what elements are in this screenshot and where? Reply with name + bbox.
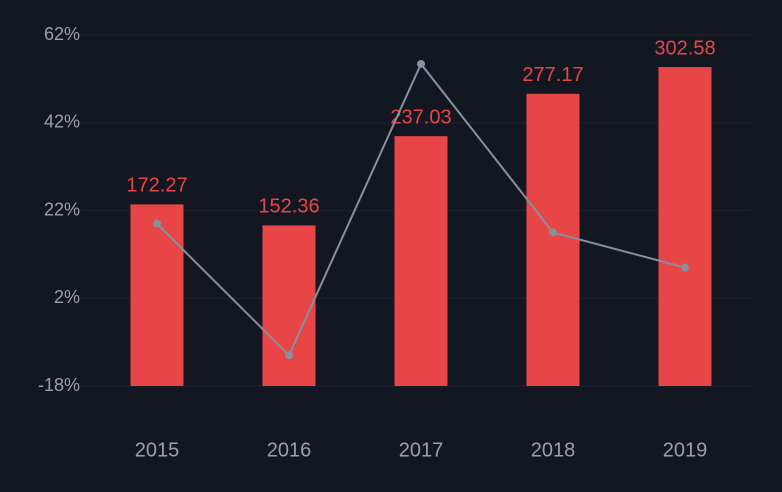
x-tick-label: 2019 xyxy=(663,439,708,461)
x-tick-label: 2015 xyxy=(135,439,180,461)
y-tick-label: 2% xyxy=(54,287,80,307)
value-label: 302.58 xyxy=(654,37,715,59)
value-label: 237.03 xyxy=(390,106,451,128)
x-tick-label: 2016 xyxy=(267,439,312,461)
bar xyxy=(526,93,580,386)
x-tick-label: 2017 xyxy=(399,439,444,461)
line-point xyxy=(417,59,425,68)
value-label: 172.27 xyxy=(126,175,187,197)
bar xyxy=(658,67,712,386)
bar xyxy=(262,225,316,386)
line-point xyxy=(153,219,161,228)
line-point xyxy=(285,351,293,360)
bar xyxy=(130,204,184,386)
line-point xyxy=(681,263,689,272)
x-tick-label: 2018 xyxy=(531,439,576,461)
value-label: 152.36 xyxy=(258,196,319,218)
value-label: 277.17 xyxy=(522,64,583,86)
line-point xyxy=(549,228,557,237)
y-tick-label: 22% xyxy=(44,199,80,219)
y-tick-label: 62% xyxy=(44,24,80,44)
y-tick-label: -18% xyxy=(38,375,80,395)
y-tick-label: 42% xyxy=(44,112,80,132)
bar xyxy=(394,136,448,386)
